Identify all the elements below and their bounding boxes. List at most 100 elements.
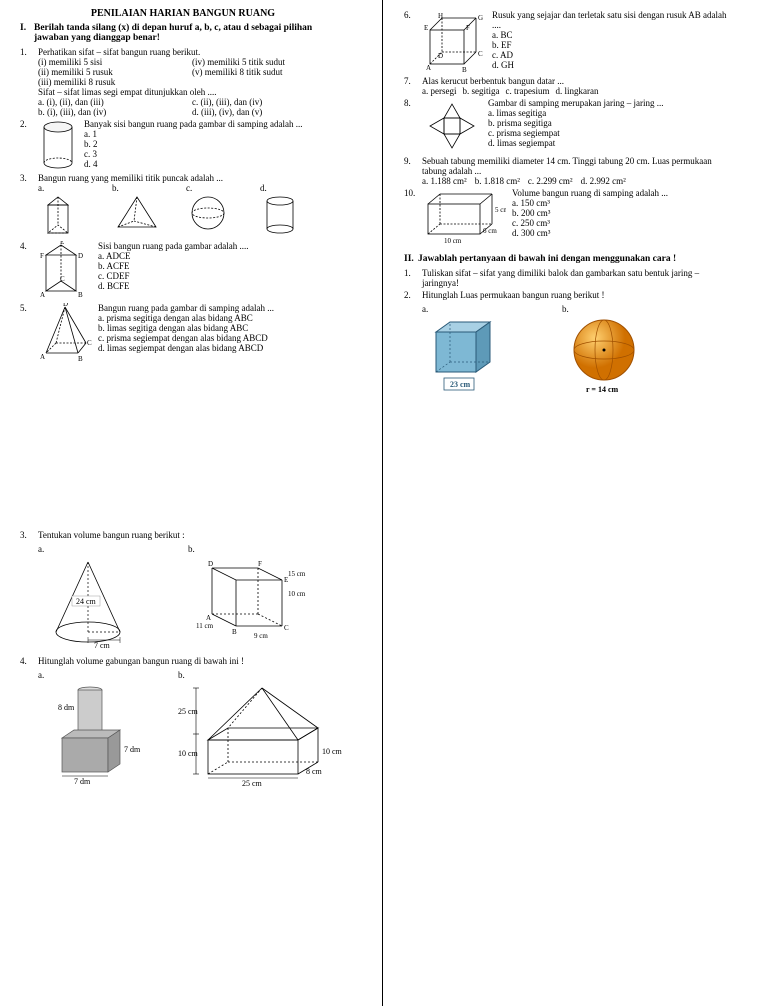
q7-d: d. lingkaran bbox=[555, 86, 598, 96]
blue-cube-icon: 23 cm bbox=[422, 314, 508, 400]
sphere-icon bbox=[186, 193, 230, 233]
col-right: 6. A B C D E F bbox=[384, 8, 744, 402]
q1-ii: (ii) memiliki 5 rusuk bbox=[38, 67, 192, 77]
q9: 9. Sebuah tabung memiliki diameter 14 cm… bbox=[404, 156, 730, 186]
svg-text:8 dm: 8 dm bbox=[58, 703, 75, 712]
p2q3-stem: Tentukan volume bangun ruang berikut : bbox=[38, 530, 348, 540]
col-left: PENILAIAN HARIAN BANGUN RUANG I. Berilah… bbox=[0, 8, 360, 365]
q10-c: c. 250 cm³ bbox=[512, 218, 730, 228]
svg-text:A: A bbox=[426, 64, 431, 72]
p2-col-left: 3. Tentukan volume bangun ruang berikut … bbox=[0, 508, 360, 792]
svg-text:B: B bbox=[78, 355, 83, 363]
cube-labeled-icon: A B C D E F G H bbox=[422, 10, 486, 74]
q3-a: a. bbox=[38, 183, 44, 193]
q5-stem: Bangun ruang pada gambar di samping adal… bbox=[98, 303, 346, 313]
q5-num: 5. bbox=[20, 303, 38, 363]
q6-a: a. BC bbox=[492, 30, 730, 40]
q7-a: a. persegi bbox=[422, 86, 456, 96]
q7-num: 7. bbox=[404, 76, 422, 96]
svg-text:F: F bbox=[40, 252, 44, 260]
s2q2-b: b. bbox=[562, 304, 569, 314]
svg-text:C: C bbox=[284, 624, 289, 632]
q8-b: b. prisma segitiga bbox=[488, 118, 730, 128]
svg-text:7 cm: 7 cm bbox=[94, 641, 111, 650]
q6-b: b. EF bbox=[492, 40, 730, 50]
q2: 2. Banyak sisi bangun ruang pada gambar … bbox=[20, 119, 346, 171]
q10: 10. 5 cm 10 cm 6 cm Volume bbox=[404, 188, 730, 246]
q2-b: b. 2 bbox=[84, 139, 346, 149]
svg-text:23 cm: 23 cm bbox=[450, 380, 471, 389]
svg-text:D: D bbox=[438, 52, 443, 60]
svg-text:8 cm: 8 cm bbox=[306, 767, 323, 776]
q7-b: b. segitiga bbox=[462, 86, 499, 96]
section-2-text: Jawablah pertanyaan di bawah ini dengan … bbox=[418, 254, 676, 264]
cylinder-icon bbox=[38, 119, 78, 171]
svg-text:10 cm: 10 cm bbox=[322, 747, 343, 756]
p2q3-a: a. bbox=[38, 544, 44, 554]
q2-num: 2. bbox=[20, 119, 38, 171]
q6-c: c. AD bbox=[492, 50, 730, 60]
tri-prism-icon: E F D C A B bbox=[38, 241, 92, 301]
q9-d: d. 2.992 cm² bbox=[581, 176, 626, 186]
q10-stem: Volume bangun ruang di samping adalah ..… bbox=[512, 188, 730, 198]
q3-stem: Bangun ruang yang memiliki titik puncak … bbox=[38, 173, 346, 183]
svg-text:A: A bbox=[206, 614, 211, 622]
cuboid-icon: 5 cm 10 cm 6 cm bbox=[422, 188, 506, 246]
doc-title: PENILAIAN HARIAN BANGUN RUANG bbox=[20, 8, 346, 19]
q4-b: b. ACFE bbox=[98, 261, 346, 271]
q3: 3. Bangun ruang yang memiliki titik punc… bbox=[20, 173, 346, 239]
svg-text:A: A bbox=[40, 291, 45, 299]
q6-stem: Rusuk yang sejajar dan terletak satu sis… bbox=[492, 10, 730, 30]
pyramid-icon bbox=[112, 193, 162, 233]
page-1: PENILAIAN HARIAN BANGUN RUANG I. Berilah… bbox=[0, 0, 768, 500]
svg-text:C: C bbox=[478, 50, 483, 58]
s2q1: 1. Tuliskan sifat – sifat yang dimiliki … bbox=[404, 268, 730, 288]
q10-num: 10. bbox=[404, 188, 422, 246]
q10-b: b. 200 cm³ bbox=[512, 208, 730, 218]
svg-text:r = 14 cm: r = 14 cm bbox=[586, 385, 619, 394]
page-2: 3. Tentukan volume bangun ruang berikut … bbox=[0, 500, 768, 1006]
q2-c: c. 3 bbox=[84, 149, 346, 159]
q3-b: b. bbox=[112, 183, 119, 193]
svg-text:E: E bbox=[60, 241, 64, 246]
q9-c: c. 2.299 cm² bbox=[528, 176, 573, 186]
svg-text:C: C bbox=[60, 275, 65, 283]
svg-text:10 cm: 10 cm bbox=[288, 590, 306, 598]
q1-v: (v) memiliki 8 titik sudut bbox=[192, 67, 346, 77]
q8-num: 8. bbox=[404, 98, 422, 154]
q5-d: d. limas segiempat dengan alas bidang AB… bbox=[98, 343, 346, 353]
q8-stem: Gambar di samping merupakan jaring – jar… bbox=[488, 98, 730, 108]
section-1-num: I. bbox=[20, 23, 34, 43]
svg-text:B: B bbox=[232, 628, 237, 636]
svg-text:F: F bbox=[258, 560, 262, 568]
column-divider-2 bbox=[382, 500, 383, 1006]
q1-a: a. (i), (ii), dan (iii) bbox=[38, 97, 192, 107]
q5-b: b. limas segitiga dengan alas bidang ABC bbox=[98, 323, 346, 333]
q7: 7. Alas kerucut berbentuk bangun datar .… bbox=[404, 76, 730, 96]
column-divider bbox=[382, 0, 383, 500]
svg-text:10 cm: 10 cm bbox=[178, 749, 199, 758]
q4: 4. E F D C A B Sisi bangun ruang pada ga… bbox=[20, 241, 346, 301]
svg-text:D: D bbox=[78, 252, 83, 260]
q5-c: c. prisma segiempat dengan alas bidang A… bbox=[98, 333, 346, 343]
section-2-head: II. Jawablah pertanyaan di bawah ini den… bbox=[404, 254, 730, 264]
svg-text:5 cm: 5 cm bbox=[495, 206, 506, 214]
q8-c: c. prisma segiempat bbox=[488, 128, 730, 138]
svg-text:H: H bbox=[438, 12, 443, 20]
q9-b: b. 1.818 cm² bbox=[475, 176, 520, 186]
q4-stem: Sisi bangun ruang pada gambar adalah ...… bbox=[98, 241, 346, 251]
q1-iv: (iv) memiliki 5 titik sudut bbox=[192, 57, 346, 67]
q5-a: a. prisma segitiga dengan alas bidang AB… bbox=[98, 313, 346, 323]
q2-d: d. 4 bbox=[84, 159, 346, 169]
q10-d: d. 300 cm³ bbox=[512, 228, 730, 238]
orange-sphere-icon: r = 14 cm bbox=[562, 314, 652, 400]
q1-i: (i) memiliki 5 sisi bbox=[38, 57, 192, 67]
svg-text:25 cm: 25 cm bbox=[178, 707, 199, 716]
sq-pyramid-icon: D A B C bbox=[38, 303, 92, 363]
q3-num: 3. bbox=[20, 173, 38, 239]
cylinder2-icon bbox=[260, 193, 300, 237]
s2q2: 2. Hitunglah Luas permukaan bangun ruang… bbox=[404, 290, 730, 400]
q3-c: c. bbox=[186, 183, 192, 193]
svg-text:A: A bbox=[40, 353, 45, 361]
svg-text:E: E bbox=[424, 24, 428, 32]
